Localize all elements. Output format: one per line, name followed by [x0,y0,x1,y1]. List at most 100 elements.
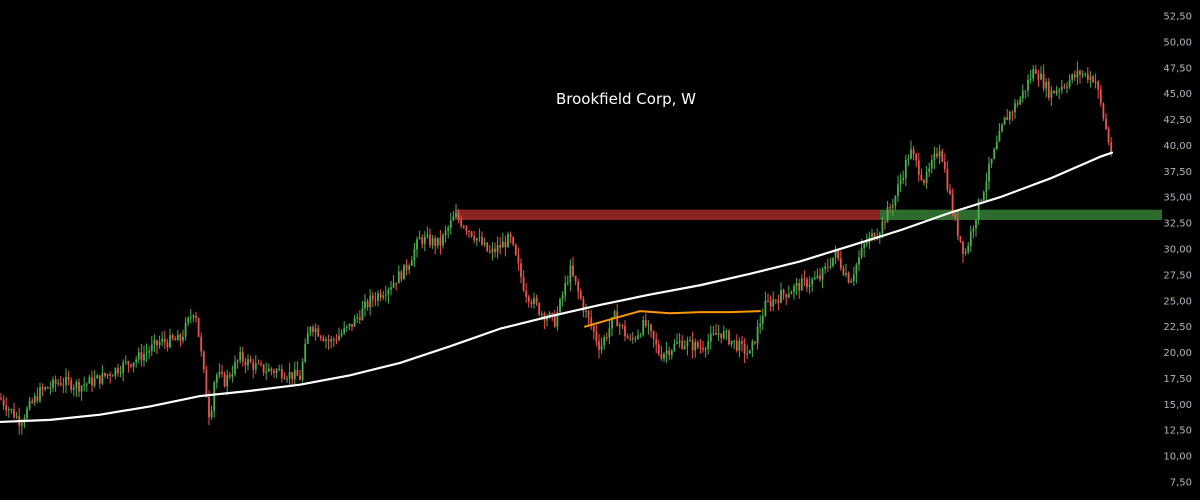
chart-title: Brookfield Corp, W [556,90,696,108]
candle-down [208,397,210,417]
candle-up [585,311,587,312]
candle-up [1045,82,1047,89]
candle-up [853,275,855,281]
candle-down [328,340,330,342]
candle-up [268,369,270,372]
candle-up [276,370,278,373]
candle-up [684,346,686,348]
candle-up [341,333,343,335]
candle-down [884,221,886,222]
candle-up [1077,71,1079,78]
candle-up [115,368,117,376]
candle-down [458,213,460,219]
candle-up [718,333,720,334]
candle-up [414,249,416,260]
candle-down [629,338,631,339]
candle-up [637,335,639,339]
candle-down [957,219,959,237]
candle-up [895,196,897,205]
candle-down [960,236,962,241]
candle-up [161,339,163,342]
candle-up [983,192,985,201]
candle-down [697,342,699,347]
candle-down [206,369,208,397]
candle-down [375,300,377,301]
candle-down [242,352,244,361]
candle-up [356,317,358,318]
candle-up [671,350,673,355]
candle-down [429,235,431,246]
candle-up [492,249,494,253]
candle-up [497,245,499,252]
y-tick-label: 25,00 [1163,296,1192,307]
candle-up [759,323,761,326]
candle-down [172,335,174,339]
candle-up [369,296,371,308]
candle-down [471,231,473,236]
candle-down [783,290,785,294]
resistance-zone [455,210,880,220]
candle-down [1074,75,1076,78]
candle-down [336,340,338,341]
candle-up [746,354,748,355]
candle-down [531,302,533,304]
candle-up [362,308,364,320]
candle-up [694,342,696,350]
candle-up [26,409,28,419]
candle-up [845,273,847,275]
candle-up [999,131,1001,142]
candle-down [593,326,595,332]
candle-up [138,352,140,359]
candle-up [640,335,642,336]
candle-up [676,342,678,343]
candle-up [689,340,691,341]
candle-down [180,335,182,341]
candle-up [154,340,156,344]
candle-down [297,370,299,376]
candle-down [505,242,507,248]
candle-up [107,374,109,375]
candle-down [320,336,322,338]
candle-down [299,376,301,380]
candle-down [63,385,65,386]
candle-up [1001,125,1003,131]
candle-up [455,213,457,216]
candle-up [1084,73,1086,74]
candle-down [284,378,286,379]
candle-up [788,294,790,297]
candle-down [91,377,93,385]
candle-up [11,409,13,410]
candle-down [5,405,7,410]
candle-down [109,374,111,376]
candle-down [616,311,618,326]
candle-down [333,339,335,340]
candle-down [156,340,158,345]
candle-down [104,373,106,376]
y-tick-label: 47,50 [1163,63,1192,74]
candle-up [453,217,455,221]
candle-up [632,338,634,339]
candle-down [941,151,943,161]
candle-up [934,154,936,160]
candle-down [367,301,369,307]
candle-up [211,411,213,417]
candle-up [408,266,410,270]
candle-up [424,237,426,244]
candle-down [1087,73,1089,80]
candle-up [832,258,834,266]
candle-down [798,283,800,290]
candle-down [481,237,483,244]
candle-up [89,377,91,383]
candle-up [1019,99,1021,105]
candle-up [325,340,327,341]
candle-up [570,265,572,282]
candle-down [3,399,5,405]
candle-up [993,149,995,159]
candle-up [892,206,894,208]
candle-down [622,325,624,326]
candle-down [596,332,598,342]
candle-up [975,220,977,229]
candle-up [122,362,124,372]
